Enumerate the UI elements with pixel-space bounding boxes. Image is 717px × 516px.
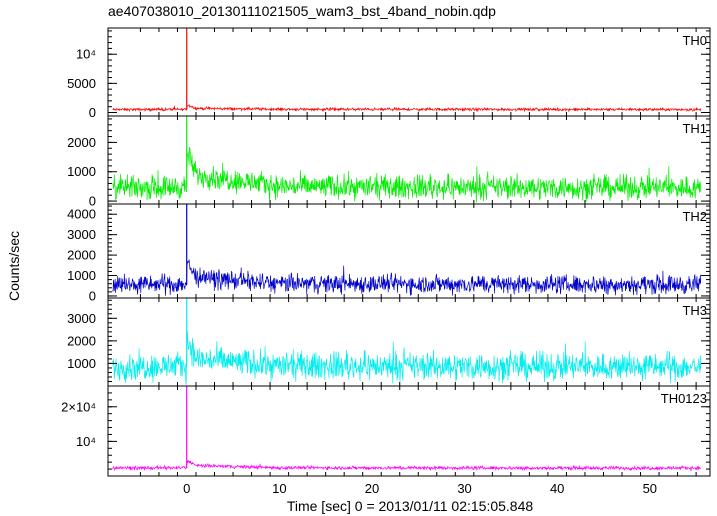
th2-trace bbox=[112, 259, 702, 296]
th0-ytick-label: 0 bbox=[89, 105, 96, 120]
th0123-panel-label: TH0123 bbox=[661, 391, 707, 406]
th3-ytick-label: 3000 bbox=[67, 311, 96, 326]
x-tick-label: 10 bbox=[272, 481, 286, 496]
x-tick-label: 30 bbox=[457, 481, 471, 496]
th2-ytick-label: 1000 bbox=[67, 268, 96, 283]
th0123-ytick-label: 2×10⁴ bbox=[61, 399, 96, 414]
th0123-trace bbox=[112, 459, 702, 472]
x-tick-label: 40 bbox=[550, 481, 564, 496]
th2-ytick-label: 4000 bbox=[67, 207, 96, 222]
th2-panel-label: TH2 bbox=[682, 209, 707, 224]
th0123-panel-frame bbox=[107, 385, 711, 477]
th1-ytick-label: 2000 bbox=[67, 135, 96, 150]
th2-ytick-label: 0 bbox=[89, 288, 96, 303]
th3-ytick-label: 2000 bbox=[67, 333, 96, 348]
th0-panel-frame bbox=[107, 27, 711, 117]
x-tick-label: 20 bbox=[365, 481, 379, 496]
th2-ytick-label: 3000 bbox=[67, 227, 96, 242]
th0-ytick-label: 10⁴ bbox=[76, 47, 96, 62]
th3-panel-label: TH3 bbox=[682, 303, 707, 318]
th1-trace bbox=[112, 147, 702, 203]
th1-panel-label: TH1 bbox=[682, 121, 707, 136]
th0-panel-label: TH0 bbox=[682, 33, 707, 48]
th3-trace bbox=[112, 331, 702, 385]
x-tick-label: 50 bbox=[643, 481, 657, 496]
chart-title: ae407038010_20130111021505_wam3_bst_4ban… bbox=[108, 3, 496, 19]
th0-ytick-label: 5000 bbox=[67, 76, 96, 91]
th0123-ytick-label: 10⁴ bbox=[76, 434, 96, 449]
x-axis-label: Time [sec] 0 = 2013/01/11 02:15:05.848 bbox=[286, 498, 534, 514]
th0-trace bbox=[112, 104, 702, 113]
x-tick-label: 0 bbox=[183, 481, 190, 496]
th3-ytick-label: 1000 bbox=[67, 356, 96, 371]
th2-ytick-label: 2000 bbox=[67, 248, 96, 263]
th1-ytick-label: 1000 bbox=[67, 164, 96, 179]
th1-ytick-label: 0 bbox=[89, 194, 96, 209]
